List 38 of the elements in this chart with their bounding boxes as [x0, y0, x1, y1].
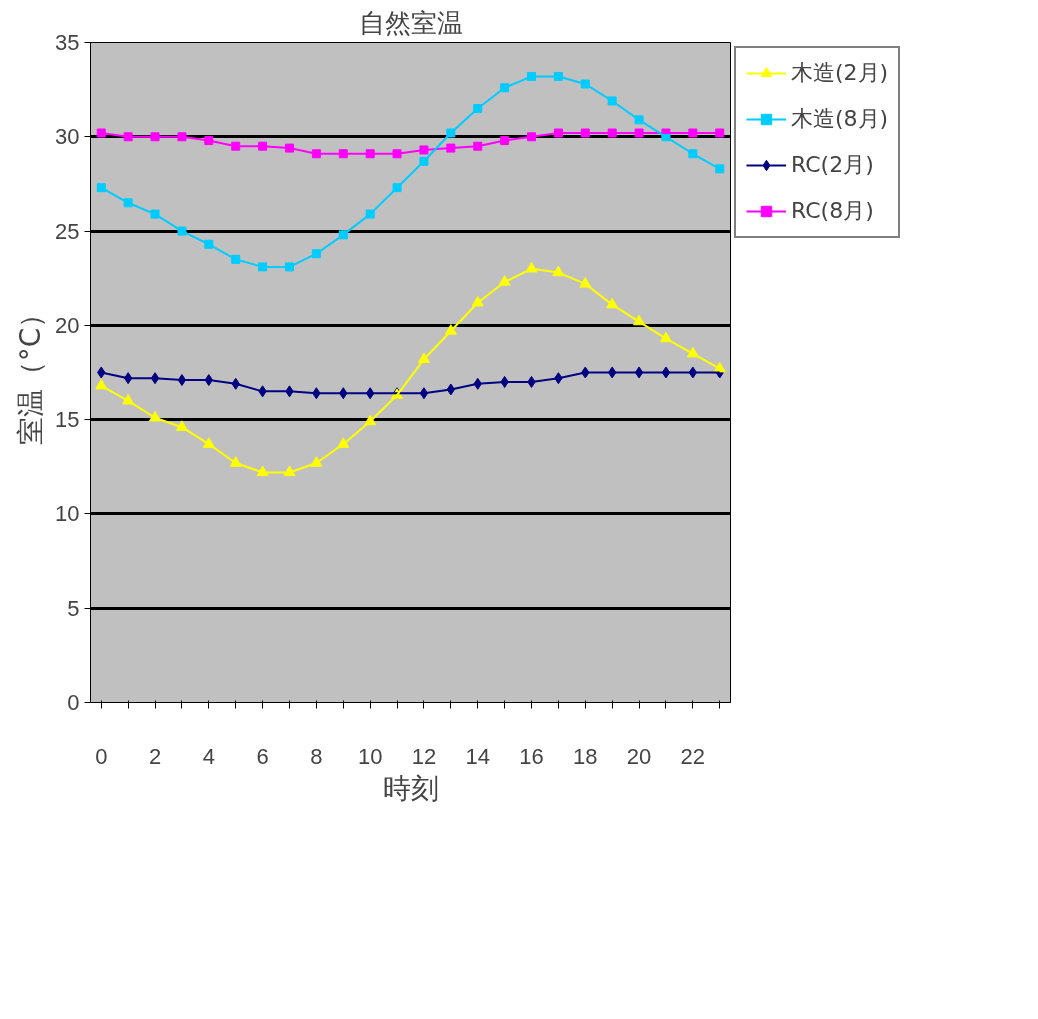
legend-label: RC(8月) — [791, 197, 874, 225]
point — [634, 128, 644, 138]
x-tick-label: 10 — [357, 743, 383, 769]
x-tick-label: 6 — [256, 743, 269, 769]
x-tick-label: 12 — [411, 743, 437, 769]
point — [713, 361, 726, 373]
legend-label: RC(2月) — [791, 151, 874, 179]
y-tick-label: 20 — [55, 312, 80, 338]
y-tick-label: 30 — [55, 124, 80, 150]
point — [471, 295, 484, 307]
y-tick-label: 15 — [55, 407, 80, 433]
x-tick-label: 18 — [573, 743, 598, 769]
y-tick-label: 25 — [55, 218, 80, 244]
point — [150, 209, 160, 219]
chart-title: 自然室温 — [358, 7, 463, 38]
point — [177, 226, 187, 236]
x-tick-label: 0 — [95, 743, 108, 769]
x-tick-label: 8 — [310, 743, 323, 769]
x-tick-label: 22 — [680, 743, 706, 769]
y-tick-label: 10 — [55, 501, 80, 527]
x-tick-label: 20 — [626, 743, 652, 769]
legend-label: 木造(8月) — [791, 105, 889, 133]
y-tick-label: 0 — [67, 690, 80, 715]
point — [419, 145, 429, 155]
y-tick-label: 5 — [67, 595, 80, 621]
x-tick-label: 4 — [202, 743, 215, 769]
point — [715, 128, 725, 138]
point — [553, 128, 563, 138]
legend-label: 木造(2月) — [791, 59, 889, 87]
x-tick-label: 2 — [148, 743, 162, 769]
y-tick-label: 35 — [55, 30, 80, 55]
x-tick-label: 16 — [519, 743, 544, 769]
x-tick-label: 14 — [465, 743, 490, 769]
point — [95, 378, 108, 390]
point — [688, 128, 698, 138]
y-axis-title: 室温（°C） — [14, 299, 48, 446]
point — [96, 128, 106, 138]
x-axis-title: 時刻 — [382, 771, 439, 805]
